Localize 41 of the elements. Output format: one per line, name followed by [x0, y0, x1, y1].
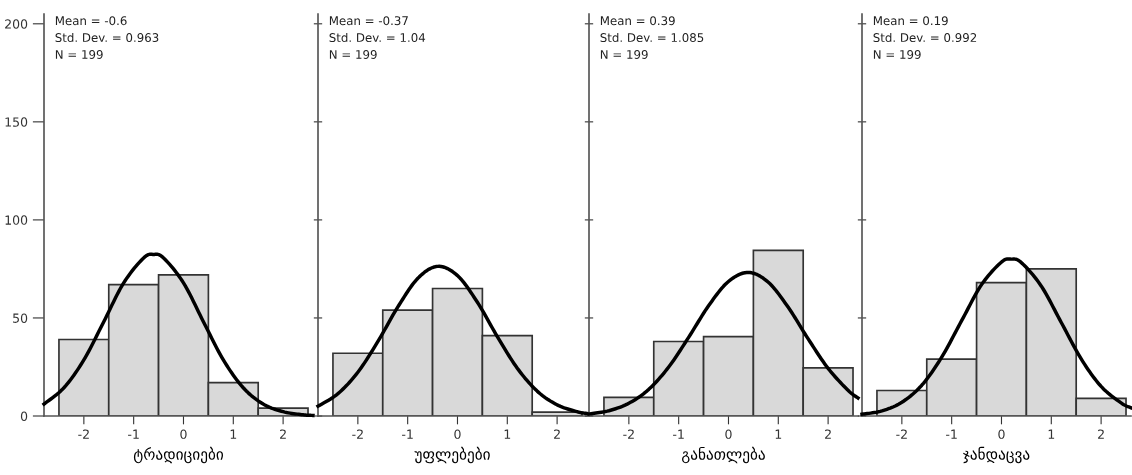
y-tick-label: 150 — [5, 117, 28, 127]
x-tick-label: 2 — [825, 429, 831, 439]
annotation: Mean = -0.6 — [55, 16, 127, 26]
x-tick-label: 2 — [554, 429, 560, 439]
x-tick-label: 0 — [180, 429, 187, 439]
x-tick-label: 1 — [1048, 429, 1055, 439]
annotation: Std. Dev. = 0.992 — [873, 32, 977, 43]
annotation: Mean = -0.37 — [329, 16, 408, 26]
y-tick-label: 100 — [5, 215, 28, 225]
x-tick-label: 1 — [775, 429, 782, 439]
annotation: Mean = 0.39 — [600, 16, 675, 26]
x-tick-label: -2 — [352, 429, 363, 439]
x-tick-label: 1 — [230, 429, 237, 439]
x-axis-title: ჯანდაცვა — [963, 446, 1030, 464]
y-tick-label: 200 — [5, 19, 28, 29]
x-tick-label: -2 — [896, 429, 907, 439]
y-tick-label: 0 — [20, 411, 28, 421]
x-tick-label: 2 — [280, 429, 286, 439]
x-tick-label: 2 — [1098, 429, 1104, 439]
annotation: Std. Dev. = 0.963 — [55, 32, 159, 43]
x-tick-label: -2 — [623, 429, 634, 439]
annotation: N = 199 — [600, 49, 648, 59]
x-tick-label: -1 — [128, 429, 139, 439]
x-tick-label: 0 — [998, 429, 1005, 439]
y-tick-label: 50 — [13, 313, 28, 323]
x-axis-title: ტრადიციები — [133, 446, 224, 464]
annotation: N = 199 — [329, 49, 377, 59]
x-axis-title: უფლებები — [414, 446, 490, 464]
x-axis-title: განათლება — [682, 446, 765, 464]
x-tick-label: -2 — [78, 429, 89, 439]
x-tick-label: 0 — [725, 429, 732, 439]
x-tick-label: 0 — [454, 429, 461, 439]
x-tick-label: -1 — [946, 429, 957, 439]
x-tick-label: -1 — [402, 429, 413, 439]
annotation: Mean = 0.19 — [873, 16, 948, 26]
x-tick-label: 1 — [504, 429, 511, 439]
annotation: Std. Dev. = 1.04 — [329, 32, 426, 43]
annotation: Std. Dev. = 1.085 — [600, 32, 704, 43]
annotation: N = 199 — [55, 49, 103, 59]
x-tick-label: -1 — [673, 429, 684, 439]
annotation: N = 199 — [873, 49, 921, 59]
